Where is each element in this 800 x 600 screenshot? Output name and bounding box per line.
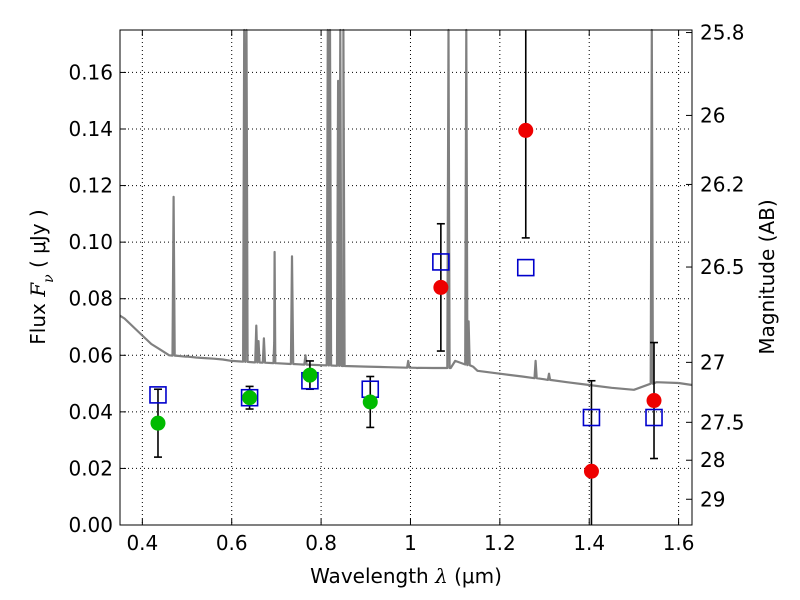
y-tick-label: 0.06 (68, 343, 113, 367)
y-tick-label: 0.02 (68, 456, 113, 480)
model-flux-square (149, 386, 167, 404)
data-point-red (646, 393, 662, 409)
data-point-green (150, 415, 166, 431)
y2-tick-label: 27 (700, 350, 725, 374)
x-tick-label: 1.6 (663, 531, 695, 555)
model-flux-square (516, 258, 535, 277)
y2-tick-label: 25.8 (700, 21, 745, 45)
x-axis-label: Wavelength λ (μm) (310, 564, 502, 588)
y-tick-label: 0.08 (68, 287, 113, 311)
model-flux-square (582, 408, 601, 427)
x-tick-label: 1 (404, 531, 417, 555)
y2-tick-label: 26.5 (700, 255, 745, 279)
data-point-green (362, 394, 378, 410)
y2-tick-label: 26.2 (700, 172, 745, 196)
x-tick-label: 1.2 (484, 531, 516, 555)
y2-tick-label: 27.5 (700, 410, 745, 434)
model-spectrum-line (119, 28, 693, 391)
model-flux-square (240, 388, 259, 407)
y-tick-label: 0.00 (68, 513, 113, 537)
y2-axis-label: Magnitude (AB) (755, 199, 779, 354)
y-tick-label: 0.12 (68, 174, 113, 198)
x-tick-label: 0.6 (216, 531, 248, 555)
plot-frame (119, 29, 693, 526)
model-flux-square (645, 408, 663, 427)
model-flux-square (432, 253, 450, 271)
y2-tick-label: 29 (700, 487, 725, 511)
y-tick-label: 0.14 (68, 117, 113, 141)
y2-tick-label: 28 (700, 448, 725, 472)
data-point-red (518, 122, 534, 138)
model-spectrum (119, 28, 693, 391)
y-tick-label: 0.10 (68, 230, 113, 254)
y2-tick-label: 26 (700, 103, 725, 127)
x-tick-label: 0.8 (305, 531, 337, 555)
x-tick-label: 0.4 (126, 531, 158, 555)
data-point-green (302, 367, 318, 383)
axis-ticks: 0.4 0.6 0.8 1 1.2 1.4 1.6 0.00 0.02 0.04 0.06 0.08 0… (68, 21, 744, 555)
data-point-red (433, 279, 449, 295)
data-point-green (242, 390, 258, 406)
x-tick-label: 1.4 (573, 531, 605, 555)
grid (120, 30, 692, 526)
photometry-points (149, 30, 663, 525)
y-tick-label: 0.04 (68, 400, 113, 424)
data-point-red (583, 463, 599, 479)
y-tick-label: 0.16 (68, 60, 113, 84)
y-axis-label: Flux Fν ( μJy ) (26, 209, 57, 344)
